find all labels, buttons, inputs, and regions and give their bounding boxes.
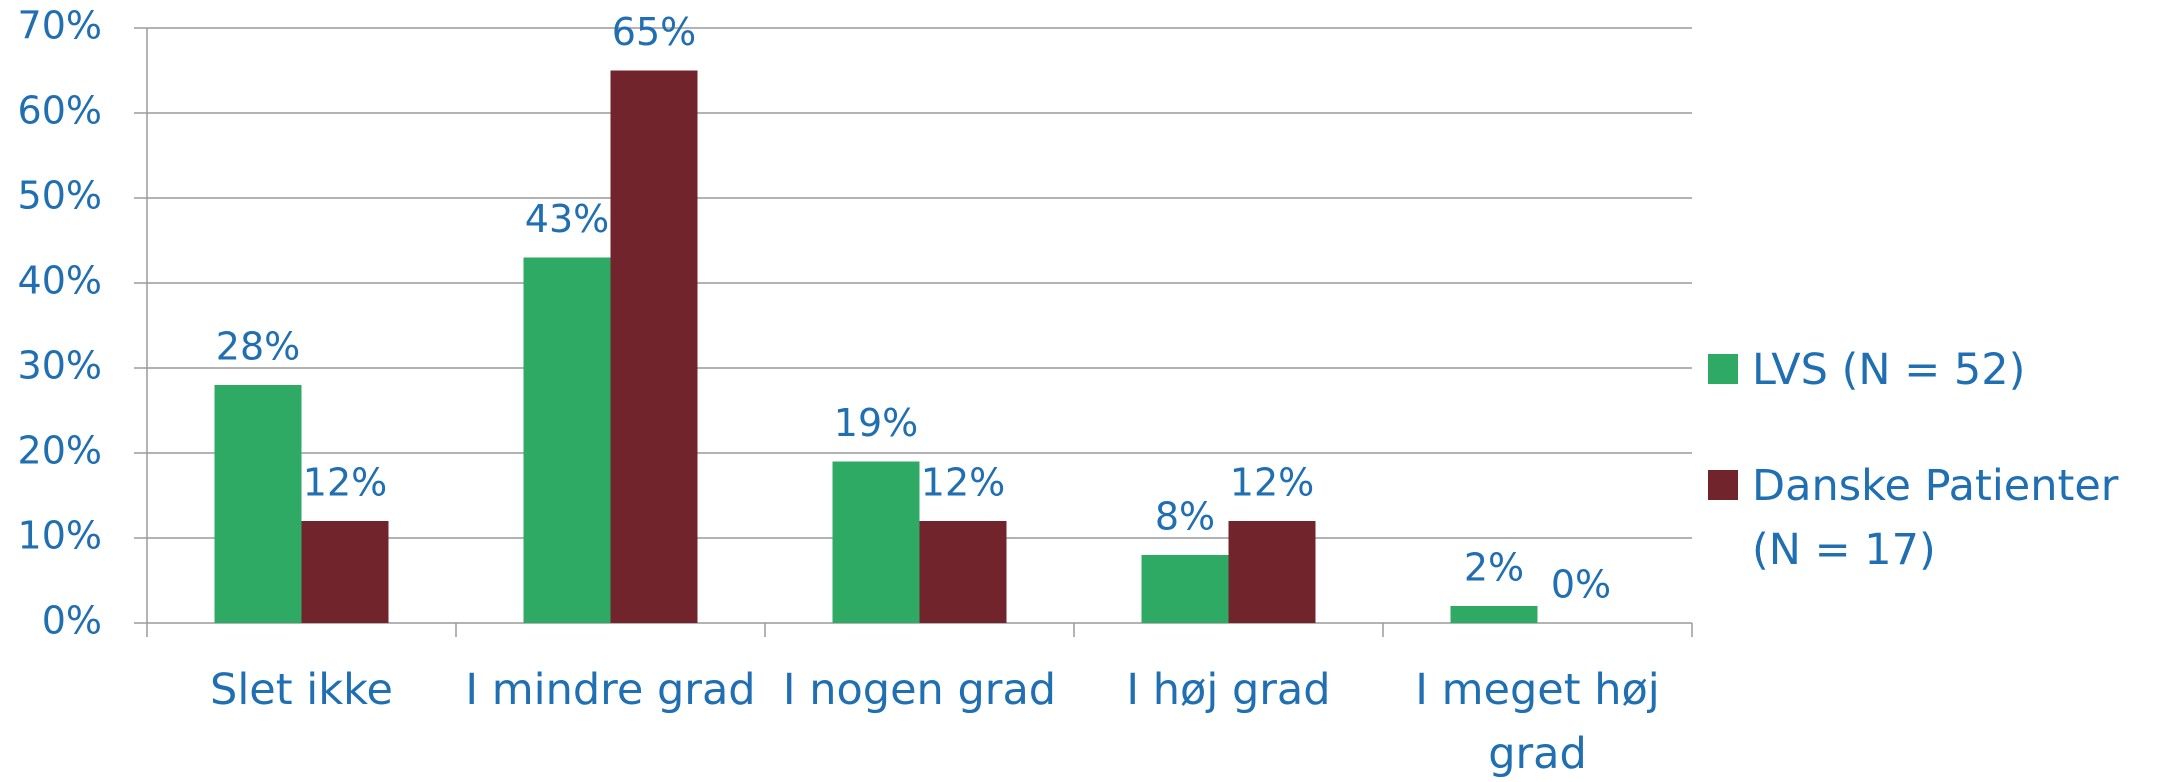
y-tick-label: 30% — [18, 344, 102, 388]
data-label: 19% — [834, 401, 918, 445]
bar — [523, 257, 611, 623]
y-tick-label: 70% — [18, 4, 102, 48]
x-tick-label: I høj grad — [1126, 665, 1331, 715]
bar — [1141, 555, 1229, 623]
data-label: 12% — [921, 461, 1005, 505]
bar — [301, 521, 389, 623]
legend-swatch — [1708, 354, 1738, 384]
data-label: 8% — [1155, 495, 1215, 539]
data-label: 2% — [1464, 546, 1524, 590]
x-tick-label: I meget høj grad — [1415, 665, 1660, 779]
data-label: 43% — [525, 197, 609, 241]
y-tick-label: 0% — [42, 599, 102, 643]
data-label: 12% — [303, 461, 387, 505]
bar — [1450, 606, 1538, 623]
x-tick-label: Slet ikke — [210, 665, 393, 715]
data-label: 28% — [216, 325, 300, 369]
bar — [919, 521, 1007, 623]
y-tick-label: 10% — [18, 514, 102, 558]
x-tick-label: I mindre grad — [465, 665, 756, 715]
bar — [1228, 521, 1316, 623]
y-tick-label: 20% — [18, 429, 102, 473]
bar — [832, 461, 920, 623]
bar — [610, 70, 698, 623]
y-tick-label: 60% — [18, 89, 102, 133]
data-label: 12% — [1230, 461, 1314, 505]
y-tick-label: 40% — [18, 259, 102, 303]
legend-label: Danske Patienter (N = 17) — [1752, 461, 2119, 575]
y-tick-label: 50% — [18, 174, 102, 218]
x-tick-label: I nogen grad — [782, 665, 1057, 715]
legend-label: LVS (N = 52) — [1752, 345, 2026, 395]
legend-swatch — [1708, 470, 1738, 500]
bar — [214, 385, 302, 623]
data-label: 0% — [1551, 563, 1611, 607]
data-label: 65% — [612, 10, 696, 54]
